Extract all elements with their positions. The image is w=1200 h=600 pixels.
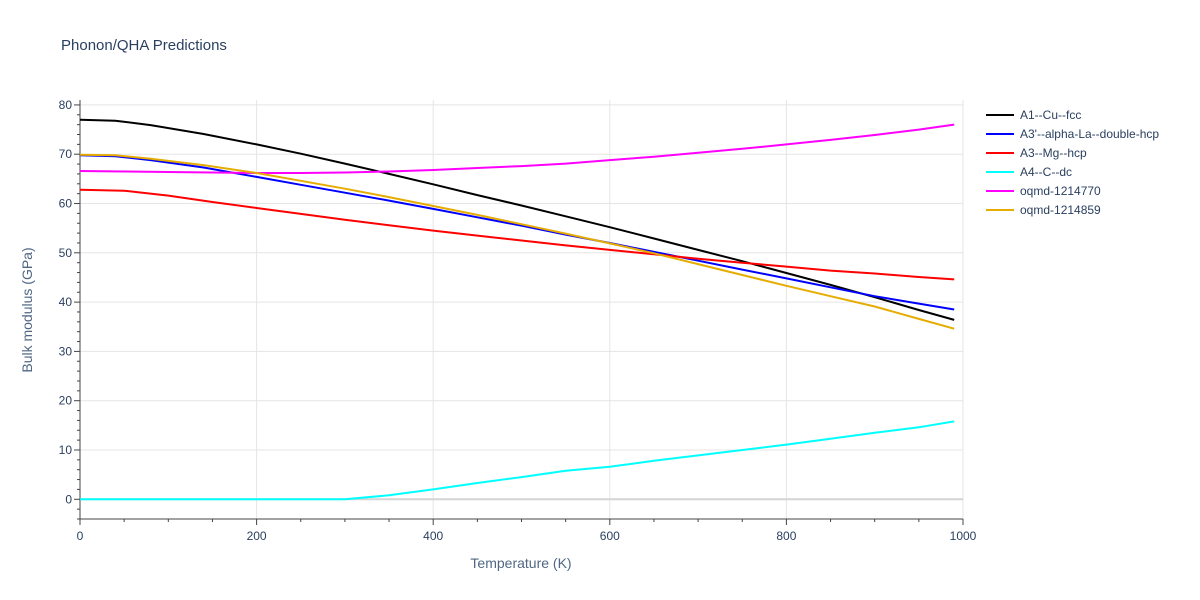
legend: A1--Cu--fcc A3'--alpha-La--double-hcp A3--… bbox=[986, 108, 1159, 217]
y-tick-label: 40 bbox=[59, 295, 73, 309]
y-tick-label: 70 bbox=[59, 147, 73, 161]
x-axis-ticks: 0 200 400 600 800 1000 bbox=[77, 518, 977, 543]
x-tick-label: 800 bbox=[776, 529, 796, 543]
legend-item[interactable]: A1--Cu--fcc bbox=[986, 108, 1081, 122]
legend-label: A1--Cu--fcc bbox=[1020, 108, 1081, 122]
x-tick-label: 600 bbox=[600, 529, 620, 543]
plot-area bbox=[79, 118, 955, 501]
legend-item[interactable]: A4--C--dc bbox=[986, 165, 1072, 179]
x-tick-label: 200 bbox=[247, 529, 267, 543]
y-tick-label: 0 bbox=[65, 492, 72, 506]
legend-label: A4--C--dc bbox=[1020, 165, 1072, 179]
x-tick-label: 1000 bbox=[950, 529, 977, 543]
series-line-2 bbox=[79, 154, 955, 311]
x-tick-label: 0 bbox=[77, 529, 84, 543]
series-line-4 bbox=[80, 420, 955, 501]
chart-title: Phonon/QHA Predictions bbox=[61, 37, 227, 54]
legend-item[interactable]: oqmd-1214770 bbox=[986, 184, 1101, 198]
y-tick-label: 50 bbox=[59, 246, 73, 260]
legend-label: oqmd-1214859 bbox=[1020, 203, 1101, 217]
legend-item[interactable]: A3--Mg--hcp bbox=[986, 146, 1087, 160]
legend-item[interactable]: oqmd-1214859 bbox=[986, 203, 1101, 217]
series-line-5 bbox=[79, 123, 955, 174]
series-line-1 bbox=[79, 118, 955, 321]
y-tick-label: 10 bbox=[59, 443, 73, 457]
legend-label: A3'--alpha-La--double-hcp bbox=[1020, 127, 1159, 141]
legend-label: A3--Mg--hcp bbox=[1020, 146, 1087, 160]
y-tick-label: 60 bbox=[59, 197, 73, 211]
x-axis-title: Temperature (K) bbox=[470, 555, 571, 571]
y-axis-title: Bulk modulus (GPa) bbox=[19, 247, 35, 372]
x-tick-label: 400 bbox=[423, 529, 443, 543]
legend-label: oqmd-1214770 bbox=[1020, 184, 1101, 198]
y-tick-label: 20 bbox=[59, 394, 73, 408]
y-axis-ticks: 0 10 20 30 40 50 60 70 80 bbox=[59, 98, 81, 520]
y-tick-label: 30 bbox=[59, 344, 73, 358]
series-line-6 bbox=[79, 153, 955, 330]
legend-item[interactable]: A3'--alpha-La--double-hcp bbox=[986, 127, 1159, 141]
grid bbox=[80, 100, 964, 519]
y-tick-label: 80 bbox=[59, 98, 73, 112]
series-line-3 bbox=[79, 188, 955, 281]
